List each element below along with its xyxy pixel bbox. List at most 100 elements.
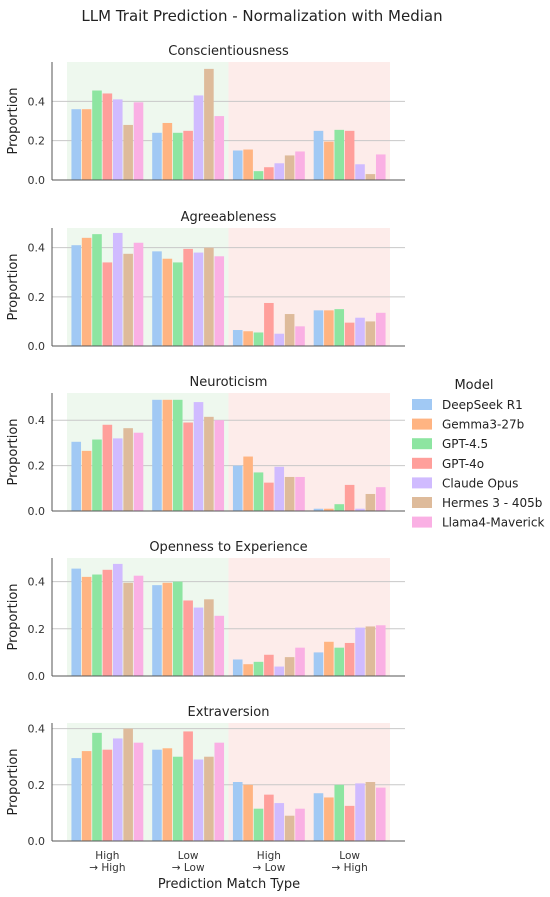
bar-claude-opus <box>193 402 204 511</box>
bar-gpt-4-5 <box>172 756 183 841</box>
legend-swatch-gpt-4-5 <box>412 438 432 450</box>
bar-gpt-4o <box>344 484 355 511</box>
y-tick-label: 0.4 <box>28 242 46 255</box>
legend-title: Model <box>454 378 493 393</box>
bar-llama4-maverick <box>133 575 144 676</box>
bar-hermes-3-405b <box>284 476 295 511</box>
bar-claude-opus <box>274 666 285 676</box>
bar-deepseek-r1 <box>71 245 82 346</box>
y-tick-label: 0.2 <box>28 623 46 636</box>
bar-deepseek-r1 <box>152 251 162 346</box>
bar-deepseek-r1 <box>313 130 324 180</box>
bar-hermes-3-405b <box>365 782 376 841</box>
panel-title: Neuroticism <box>190 375 268 390</box>
bar-gemma3-27b <box>324 141 334 180</box>
bar-gpt-4-5 <box>92 90 102 180</box>
bar-llama4-maverick <box>295 808 305 841</box>
mismatch-band <box>228 62 390 180</box>
bar-gpt-4-5 <box>334 309 345 346</box>
bar-gpt-4-5 <box>334 129 345 180</box>
bar-gpt-4-5 <box>92 234 102 346</box>
bar-llama4-maverick <box>295 326 305 346</box>
panel-title: Extraversion <box>188 705 270 720</box>
y-tick-label: 0.2 <box>28 779 46 792</box>
bar-claude-opus <box>355 164 365 180</box>
bar-gpt-4-5 <box>334 647 345 676</box>
y-tick-label: 0.0 <box>28 174 46 187</box>
bar-hermes-3-405b <box>204 599 214 676</box>
bar-deepseek-r1 <box>71 109 82 180</box>
bar-llama4-maverick <box>375 487 386 511</box>
y-tick-label: 0.4 <box>28 95 46 108</box>
bar-llama4-maverick <box>133 742 144 841</box>
bar-deepseek-r1 <box>152 132 162 180</box>
bar-gemma3-27b <box>324 641 334 676</box>
bar-llama4-maverick <box>214 116 225 180</box>
bar-hermes-3-405b <box>204 247 214 346</box>
bar-gpt-4-5 <box>92 574 102 676</box>
bar-hermes-3-405b <box>284 155 295 180</box>
y-axis-label: Proportion <box>6 253 21 320</box>
bar-gpt-4o <box>264 167 274 180</box>
bar-gemma3-27b <box>162 122 173 180</box>
bar-gpt-4o <box>264 482 274 511</box>
bar-llama4-maverick <box>295 151 305 180</box>
bar-gemma3-27b <box>81 450 92 511</box>
x-tick-label-line: Low <box>339 850 360 862</box>
bar-gpt-4-5 <box>172 262 183 346</box>
bar-deepseek-r1 <box>232 150 243 180</box>
bar-gemma3-27b <box>81 751 92 841</box>
y-tick-label: 0.2 <box>28 135 46 148</box>
bar-gemma3-27b <box>324 508 334 511</box>
x-tick-label-line: High <box>257 850 281 862</box>
bar-llama4-maverick <box>375 312 386 346</box>
bar-gpt-4-5 <box>172 581 183 676</box>
bar-claude-opus <box>355 317 365 346</box>
legend-label-gemma3-27b: Gemma3-27b <box>442 418 524 432</box>
bar-hermes-3-405b <box>123 582 133 676</box>
bar-llama4-maverick <box>214 256 225 346</box>
bar-gpt-4-5 <box>253 808 264 841</box>
bar-llama4-maverick <box>214 742 225 841</box>
bar-claude-opus <box>274 803 285 841</box>
legend-swatch-deepseek-r1 <box>412 399 432 410</box>
bar-deepseek-r1 <box>152 749 162 841</box>
bar-llama4-maverick <box>295 476 305 511</box>
bar-claude-opus <box>112 99 123 180</box>
bar-claude-opus <box>193 607 204 676</box>
bar-llama4-maverick <box>133 432 144 511</box>
bar-hermes-3-405b <box>123 428 133 511</box>
bar-deepseek-r1 <box>232 659 243 676</box>
panel-title: Conscientiousness <box>168 44 289 59</box>
panel-title: Openness to Experience <box>149 540 307 555</box>
bar-deepseek-r1 <box>71 568 82 676</box>
bar-gemma3-27b <box>162 258 173 346</box>
x-tick-label-line: Low <box>178 850 199 862</box>
bar-llama4-maverick <box>133 102 144 180</box>
bar-hermes-3-405b <box>123 124 133 180</box>
panels-group: 0.00.20.4ConscientiousnessProportion0.00… <box>6 44 405 848</box>
bar-gpt-4o <box>102 569 113 676</box>
bar-gemma3-27b <box>243 664 253 676</box>
bar-hermes-3-405b <box>365 174 376 180</box>
bar-deepseek-r1 <box>152 399 162 511</box>
bar-gemma3-27b <box>243 456 253 511</box>
y-axis-label: Proportion <box>6 87 21 154</box>
bar-deepseek-r1 <box>313 793 324 841</box>
x-tick-label-line: → Low <box>172 862 205 874</box>
bar-gpt-4-5 <box>172 132 183 180</box>
bar-claude-opus <box>274 333 285 346</box>
y-tick-label: 0.0 <box>28 835 46 848</box>
bar-gemma3-27b <box>162 748 173 841</box>
panel-openness-to-experience: 0.0 0.2 0.4 Openness to Experience Proportio… <box>6 540 405 683</box>
panel-agreeableness: 0.0 0.2 0.4 Agreeableness Proportion <box>6 210 405 353</box>
bar-gpt-4-5 <box>253 472 264 511</box>
legend-swatch-llama4-maverick <box>412 516 432 528</box>
y-tick-label: 0.4 <box>28 723 46 736</box>
bar-gpt-4-5 <box>334 504 345 511</box>
bar-gpt-4-5 <box>253 171 264 180</box>
legend-swatch-claude-opus <box>412 477 432 489</box>
bar-deepseek-r1 <box>313 310 324 346</box>
bar-claude-opus <box>112 738 123 841</box>
